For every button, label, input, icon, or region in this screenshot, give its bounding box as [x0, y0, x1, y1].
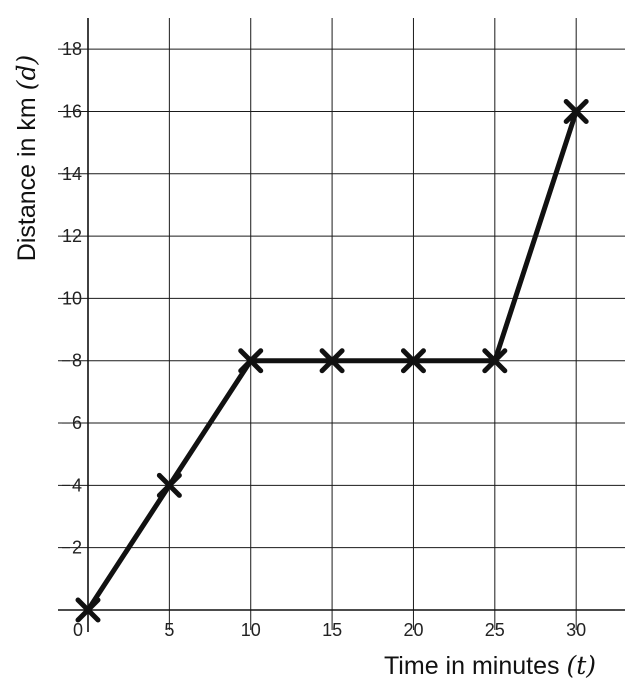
y-axis-variable: (d) — [12, 55, 41, 91]
y-tick-label: 8 — [72, 351, 82, 371]
y-tick-label: 18 — [62, 39, 82, 59]
x-axis-title-text: Time in minutes — [384, 652, 560, 680]
y-tick-label: 10 — [62, 288, 82, 308]
data-point-marker — [238, 348, 264, 374]
x-tick-label: 20 — [403, 620, 423, 640]
data-markers — [75, 98, 589, 623]
y-tick-label: 16 — [62, 101, 82, 121]
data-point-marker — [563, 98, 589, 124]
data-point-marker — [400, 348, 426, 374]
x-axis-title: Time in minutes (t) — [384, 651, 596, 680]
x-tick-label: 0 — [73, 620, 83, 640]
y-tick-label: 4 — [72, 475, 82, 495]
y-tick-label: 2 — [72, 538, 82, 558]
x-tick-label: 30 — [566, 620, 586, 640]
y-axis-title: Distance in km (d) — [12, 55, 41, 261]
y-tick-label: 6 — [72, 413, 82, 433]
x-tick-label: 5 — [164, 620, 174, 640]
y-tick-labels: 2 4 6 8 10 12 14 16 18 — [62, 39, 82, 558]
x-tick-label: 25 — [485, 620, 505, 640]
data-point-marker — [75, 597, 101, 623]
y-tick-label: 12 — [62, 226, 82, 246]
grid — [58, 18, 625, 630]
data-point-marker — [156, 472, 182, 498]
axes — [58, 18, 625, 632]
data-point-marker — [319, 348, 345, 374]
y-axis-title-text: Distance in km — [13, 97, 41, 261]
data-point-marker — [482, 348, 508, 374]
x-tick-label: 10 — [241, 620, 261, 640]
x-tick-label: 15 — [322, 620, 342, 640]
x-tick-labels: 0 5 10 15 20 25 30 — [73, 620, 586, 640]
y-tick-label: 14 — [62, 164, 82, 184]
x-axis-variable: (t) — [566, 651, 596, 680]
